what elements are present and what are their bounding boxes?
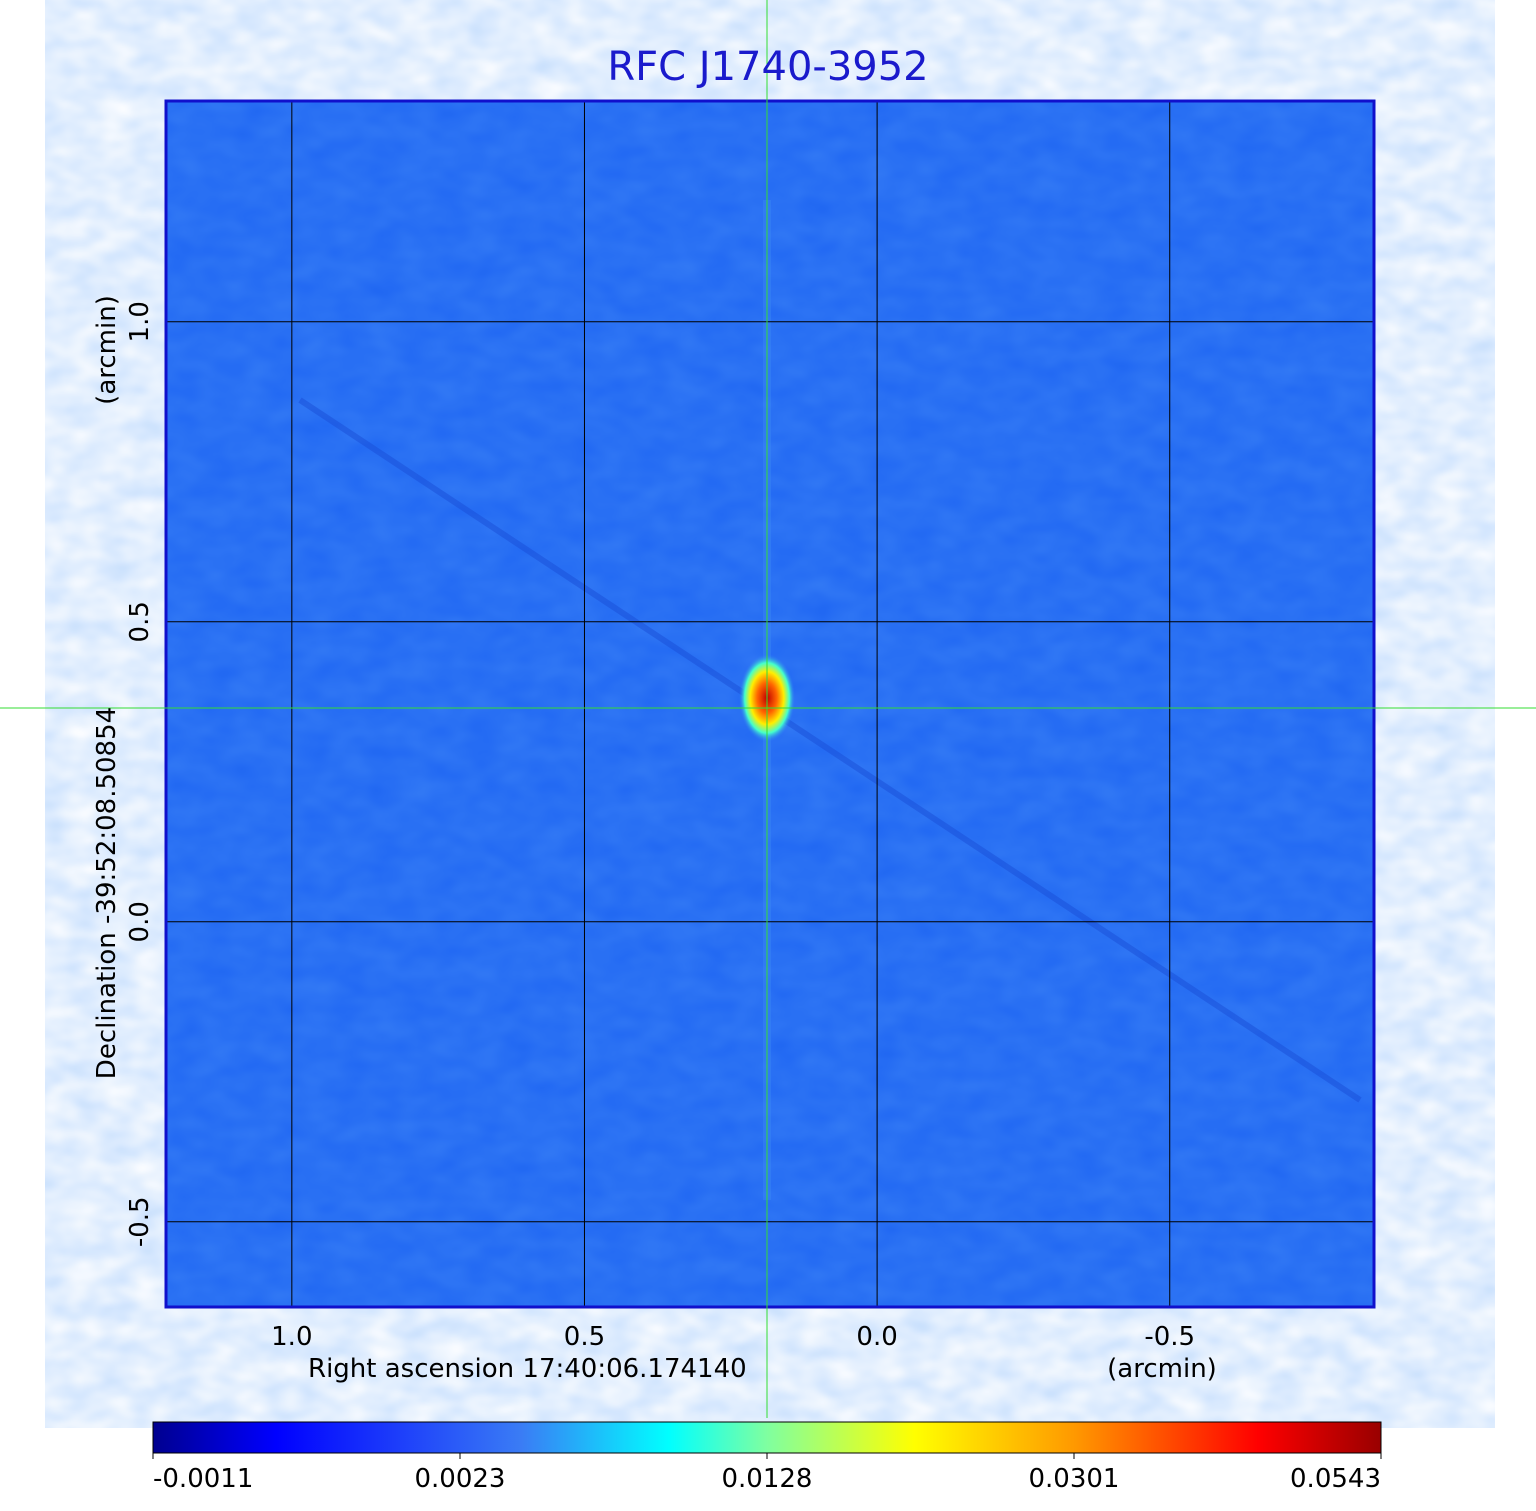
y-tick-label: 0.5 (125, 601, 155, 642)
colorbar (152, 1421, 1382, 1454)
x-tick-label: -0.5 (1144, 1322, 1195, 1352)
y-axis-unit: (arcmin) (92, 295, 122, 405)
colorbar-tick-label: 0.0543 (1290, 1464, 1381, 1494)
colorbar-tick-label: 0.0301 (1029, 1464, 1120, 1494)
sidelobe (298, 397, 1362, 1103)
colorbar-tick-label: 0.0128 (722, 1464, 813, 1494)
y-tick-label: 1.0 (125, 301, 155, 342)
x-tick-label: 0.5 (564, 1322, 605, 1352)
y-tick-label: -0.5 (125, 1196, 155, 1247)
plot-frame (164, 99, 1376, 1309)
colorbar-tick-label: 0.0023 (415, 1464, 506, 1494)
x-axis-unit: (arcmin) (1107, 1354, 1217, 1384)
y-tick-label: 0.0 (125, 901, 155, 942)
x-tick-label: 0.0 (856, 1322, 897, 1352)
colorbar-tick-label: -0.0011 (153, 1464, 253, 1494)
x-axis-label: Right ascension 17:40:06.174140 (308, 1354, 747, 1384)
chart-title: RFC J1740-3952 (607, 44, 928, 90)
x-tick-label: 1.0 (271, 1322, 312, 1352)
y-axis-label: Declination -39:52:08.50854 (92, 707, 122, 1079)
